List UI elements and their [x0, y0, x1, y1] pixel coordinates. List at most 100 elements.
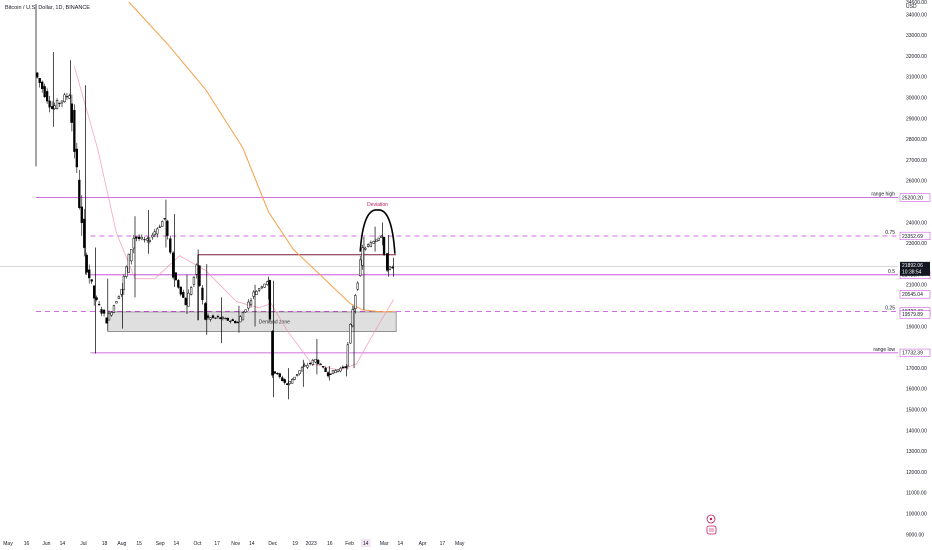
- candle-body[interactable]: [53, 105, 56, 109]
- candle-body[interactable]: [278, 373, 281, 378]
- candle-body[interactable]: [314, 358, 317, 363]
- candle-body[interactable]: [249, 300, 253, 305]
- candle-body[interactable]: [295, 373, 299, 376]
- candle-body[interactable]: [388, 266, 392, 270]
- candle-body[interactable]: [166, 220, 169, 236]
- candle-body[interactable]: [112, 305, 116, 313]
- candle-body[interactable]: [100, 309, 103, 314]
- candle-body[interactable]: [36, 72, 39, 78]
- candle-body[interactable]: [187, 292, 190, 307]
- last-price-tag[interactable]: [900, 261, 930, 276]
- candle-body[interactable]: [263, 283, 266, 288]
- candle-body[interactable]: [151, 235, 154, 238]
- moving-average-slow[interactable]: [128, 1, 394, 313]
- candle-body[interactable]: [65, 96, 69, 98]
- candle-body[interactable]: [271, 331, 274, 376]
- candle-body[interactable]: [372, 241, 375, 244]
- candle-body[interactable]: [311, 359, 314, 365]
- candle-body[interactable]: [158, 226, 161, 228]
- candle-body[interactable]: [293, 376, 296, 380]
- candle-body[interactable]: [329, 373, 332, 375]
- candle-body[interactable]: [231, 319, 234, 322]
- candle-body[interactable]: [153, 231, 156, 235]
- candle-body[interactable]: [115, 301, 118, 304]
- candle-body[interactable]: [219, 317, 222, 320]
- candle-body[interactable]: [303, 364, 306, 367]
- candle-body[interactable]: [339, 367, 342, 372]
- candle-body[interactable]: [169, 238, 172, 253]
- candle-body[interactable]: [63, 94, 66, 102]
- candle-body[interactable]: [291, 379, 294, 384]
- candle-body[interactable]: [226, 317, 229, 321]
- candle-body[interactable]: [224, 317, 227, 320]
- candle-body[interactable]: [211, 315, 215, 318]
- candle-body[interactable]: [308, 362, 312, 365]
- candle-body[interactable]: [288, 381, 291, 385]
- candle-body[interactable]: [216, 316, 220, 318]
- candle-body[interactable]: [190, 287, 193, 295]
- candle-body[interactable]: [143, 239, 146, 241]
- candle-body[interactable]: [255, 291, 258, 295]
- candle-body[interactable]: [244, 309, 247, 313]
- candle-body[interactable]: [346, 344, 350, 367]
- candle-body[interactable]: [252, 291, 255, 297]
- candle-body[interactable]: [273, 371, 276, 374]
- candle-body[interactable]: [286, 383, 289, 386]
- candle-body[interactable]: [83, 218, 86, 248]
- candle-body[interactable]: [48, 100, 51, 108]
- candle-body[interactable]: [380, 235, 383, 238]
- candle-body[interactable]: [300, 367, 304, 372]
- flag-icon[interactable]: [706, 525, 717, 535]
- candle-body[interactable]: [239, 316, 242, 323]
- candle-body[interactable]: [281, 377, 284, 382]
- candle-body[interactable]: [192, 276, 196, 285]
- candle-body[interactable]: [361, 247, 364, 266]
- bell-icon[interactable]: [706, 514, 716, 524]
- candle-body[interactable]: [201, 287, 204, 300]
- candle-body[interactable]: [80, 206, 83, 223]
- candle-body[interactable]: [324, 367, 327, 373]
- candle-body[interactable]: [321, 366, 325, 368]
- candle-body[interactable]: [344, 366, 347, 368]
- candle-body[interactable]: [356, 282, 359, 290]
- candle-body[interactable]: [45, 91, 49, 102]
- candle-body[interactable]: [241, 312, 245, 321]
- candle-body[interactable]: [391, 267, 394, 269]
- candle-body[interactable]: [55, 100, 59, 109]
- candle-body[interactable]: [184, 297, 187, 306]
- candle-body[interactable]: [148, 240, 151, 242]
- candle-body[interactable]: [140, 236, 143, 240]
- candle-body[interactable]: [206, 315, 210, 318]
- candle-body[interactable]: [161, 221, 164, 227]
- candle-body[interactable]: [331, 370, 335, 375]
- candle-body[interactable]: [60, 100, 64, 104]
- candle-body[interactable]: [58, 102, 61, 104]
- candle-body[interactable]: [298, 370, 301, 375]
- candle-body[interactable]: [364, 247, 367, 250]
- candle-body[interactable]: [385, 253, 389, 271]
- candle-body[interactable]: [50, 106, 54, 109]
- candle-body[interactable]: [229, 320, 232, 322]
- candle-body[interactable]: [336, 369, 340, 372]
- candle-body[interactable]: [125, 266, 128, 277]
- candle-body[interactable]: [198, 265, 201, 286]
- candle-body[interactable]: [156, 228, 159, 235]
- candle-body[interactable]: [90, 279, 93, 282]
- candle-body[interactable]: [73, 109, 76, 152]
- candle-body[interactable]: [326, 372, 330, 377]
- candle-body[interactable]: [257, 288, 261, 291]
- candle-body[interactable]: [341, 366, 345, 369]
- candle-body[interactable]: [234, 321, 237, 324]
- candle-body[interactable]: [382, 236, 386, 255]
- candle-body[interactable]: [283, 379, 286, 383]
- candle-body[interactable]: [163, 218, 166, 220]
- candle-body[interactable]: [127, 253, 130, 273]
- candle-body[interactable]: [204, 303, 207, 320]
- candle-body[interactable]: [41, 81, 44, 89]
- candle-body[interactable]: [214, 317, 217, 319]
- candle-body[interactable]: [88, 269, 91, 279]
- candle-body[interactable]: [78, 179, 81, 208]
- candle-body[interactable]: [120, 289, 123, 295]
- candle-body[interactable]: [174, 272, 177, 281]
